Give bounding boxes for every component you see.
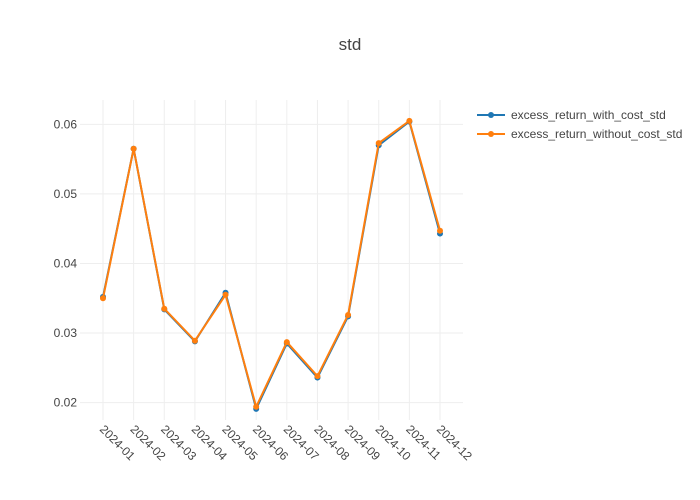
series-line <box>102 119 441 412</box>
data-point[interactable] <box>191 337 198 344</box>
data-point[interactable] <box>222 291 229 298</box>
data-point[interactable] <box>253 403 260 410</box>
y-tick-label: 0.03 <box>54 326 78 340</box>
y-tick-label: 0.02 <box>54 396 78 410</box>
data-point[interactable] <box>130 145 137 152</box>
y-tick-label: 0.04 <box>54 256 78 270</box>
legend[interactable]: excess_return_with_cost_std excess_return… <box>477 108 682 141</box>
chart-title: std <box>339 35 362 54</box>
data-point[interactable] <box>437 227 443 234</box>
data-point[interactable] <box>345 311 352 318</box>
data-point[interactable] <box>283 339 290 346</box>
series-line <box>102 119 441 410</box>
y-axis-ticks: 0.02 0.03 0.04 0.05 0.06 <box>54 117 78 409</box>
series-excess_return_with_cost_std <box>100 118 443 412</box>
data-point[interactable] <box>314 373 321 380</box>
legend-swatch-marker <box>488 131 494 137</box>
legend-item[interactable]: excess_return_with_cost_std <box>477 108 666 122</box>
grid <box>80 100 463 420</box>
legend-item[interactable]: excess_return_without_cost_std <box>477 127 682 141</box>
series-layer <box>100 117 443 412</box>
y-tick-label: 0.05 <box>54 187 78 201</box>
data-point[interactable] <box>375 140 382 147</box>
data-point[interactable] <box>161 305 168 312</box>
data-point[interactable] <box>406 117 413 124</box>
legend-label: excess_return_without_cost_std <box>511 127 682 141</box>
legend-swatch-marker <box>488 112 494 118</box>
x-axis-ticks: 2024-012024-022024-032024-042024-052024-… <box>97 422 475 463</box>
legend-label: excess_return_with_cost_std <box>511 108 666 122</box>
x-tick-label: 2024-12 <box>434 422 475 463</box>
data-point[interactable] <box>100 295 106 302</box>
series-excess_return_without_cost_std <box>100 117 443 410</box>
y-tick-label: 0.06 <box>54 117 78 131</box>
